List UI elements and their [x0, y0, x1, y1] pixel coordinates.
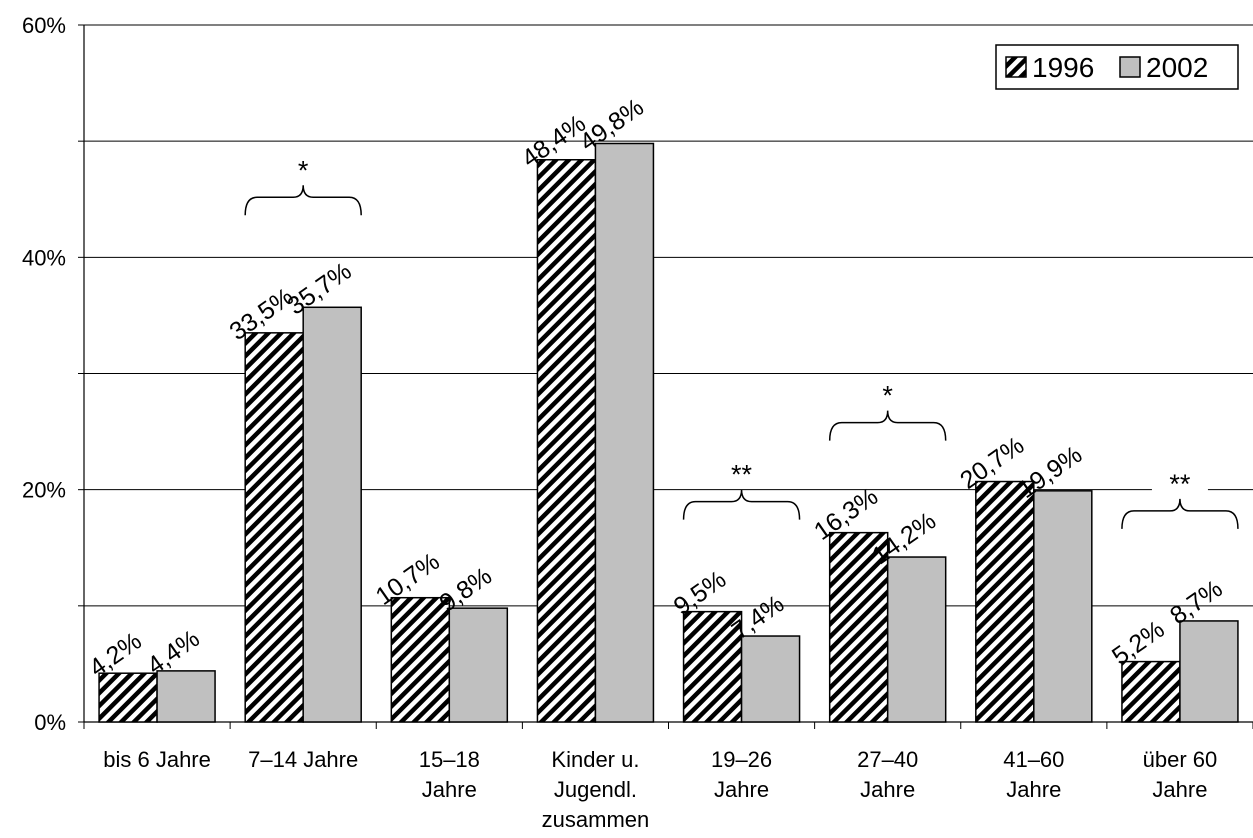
bar-1996-1 [244, 332, 304, 723]
bar-2002-1 [302, 306, 362, 723]
significance-bracket [828, 410, 947, 441]
x-tick-label: 19–26 Jahre [711, 747, 772, 802]
x-tick-label-line: Jahre [1006, 777, 1061, 802]
x-tick-label-line: 27–40 [857, 747, 918, 772]
significance-bg [275, 155, 332, 182]
significance-marker: * [298, 155, 309, 185]
significance-bg [1151, 468, 1208, 495]
bar-2002-7 [1179, 620, 1239, 723]
legend-label: 2002 [1146, 52, 1208, 83]
y-tick-label: 60% [22, 13, 66, 38]
x-tick-label-line: bis 6 Jahre [103, 747, 211, 772]
significance-marker: ** [731, 460, 753, 490]
x-tick-label-line: Jahre [860, 777, 915, 802]
bar-1996-6 [975, 480, 1035, 723]
bar-2002-0 [156, 670, 216, 723]
x-tick-label: bis 6 Jahre [103, 747, 211, 772]
bar-1996-0 [98, 672, 158, 723]
x-tick-label-line: Jahre [1152, 777, 1207, 802]
legend: 1996 2002 [995, 44, 1239, 90]
significance-marker: ** [1169, 469, 1191, 499]
significance-bg [713, 459, 770, 486]
significance-marker: * [882, 381, 893, 411]
y-tick-label: 20% [22, 478, 66, 503]
x-tick-label-line: 19–26 [711, 747, 772, 772]
significance-bracket [1121, 498, 1239, 529]
bar-2002-5 [886, 556, 947, 723]
bars [98, 142, 1239, 723]
bar-2002-6 [1033, 490, 1093, 723]
bar-1996-7 [1121, 660, 1181, 723]
bar-1996-2 [390, 596, 451, 723]
significance-bg [859, 380, 916, 407]
x-tick-label-line: über 60 [1143, 747, 1218, 772]
legend-box [995, 44, 1239, 90]
bar-1996-5 [828, 531, 889, 723]
x-tick-label: 7–14 Jahre [248, 747, 358, 772]
significance-bracket [244, 185, 362, 216]
y-tick-label: 0% [34, 710, 66, 735]
x-tick-labels: bis 6 Jahre 7–14 Jahre 15–18 Jahre Kinder u.… [103, 747, 1217, 832]
x-tick-label: 15–18 Jahre [419, 747, 480, 802]
x-tick-label-line: 15–18 [419, 747, 480, 772]
y-tick-label: 40% [22, 245, 66, 270]
bar-1996-4 [682, 610, 743, 723]
bar-2002-2 [448, 607, 509, 723]
x-tick-label-line: 41–60 [1003, 747, 1064, 772]
y-tick-labels: 0% 20% 40% 60% [22, 13, 66, 735]
significance-bracket [682, 489, 801, 520]
bar-2002-3 [594, 142, 655, 723]
x-tick-label-line: Kinder u. [551, 747, 639, 772]
x-tick-label: Kinder u. Jugendl. zusammen [542, 747, 650, 832]
bar-1996-3 [536, 159, 597, 723]
x-tick-label-line: Jahre [714, 777, 769, 802]
legend-swatch [1005, 56, 1027, 78]
x-tick-label: 27–40 Jahre [857, 747, 918, 802]
legend-label: 1996 [1032, 52, 1094, 83]
legend-swatch [1119, 56, 1141, 78]
x-tick-label: 41–60 Jahre [1003, 747, 1064, 802]
x-tick-label-line: 7–14 Jahre [248, 747, 358, 772]
x-tick-label: über 60 Jahre [1143, 747, 1218, 802]
x-tick-label-line: Jahre [422, 777, 477, 802]
bar-2002-4 [740, 635, 801, 723]
significance-brackets: ****** [244, 155, 1239, 529]
x-tick-label-line: zusammen [542, 807, 650, 832]
x-tick-label-line: Jugendl. [554, 777, 637, 802]
